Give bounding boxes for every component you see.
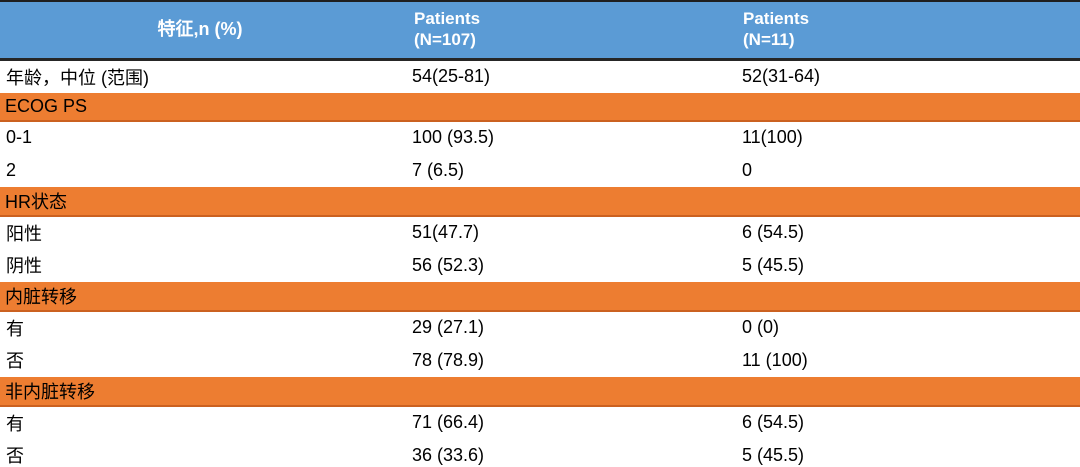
feature-cell: 2 <box>6 159 17 180</box>
feature-cell: 阴性 <box>6 256 42 276</box>
table-row: 阳性 51(47.7) 6 (54.5) <box>0 215 1080 249</box>
value-cell-n107: 100 (93.5) <box>412 127 495 147</box>
column-header-patients-107-line1: Patients <box>414 8 481 28</box>
table-row: 有 29 (27.1) 0 (0) <box>0 310 1080 344</box>
value-cell-n11: 5 (45.5) <box>742 444 805 465</box>
table-row: 年龄，中位 (范围) 54(25-81) 52(31-64) <box>0 59 1080 93</box>
section-row: HR状态 <box>0 186 1080 217</box>
column-header-feature: 特征,n (%) <box>0 1 400 61</box>
value-cell-n107: 56 (52.3) <box>412 254 485 275</box>
value-cell-n11: 52(31-64) <box>742 66 821 87</box>
section-row: 非内脏转移 <box>0 376 1080 407</box>
feature-cell: 有 <box>6 413 24 434</box>
value-cell-n107: 7 (6.5) <box>412 159 465 180</box>
feature-cell: 有 <box>6 318 24 339</box>
table-row: 否 36 (33.6) 5 (45.5) <box>0 438 1080 467</box>
table-row: 有 71 (66.4) 6 (54.5) <box>0 405 1080 439</box>
value-cell-n11: 6 (54.5) <box>742 412 805 432</box>
value-cell-n107: 29 (27.1) <box>412 317 485 337</box>
table-body: 年龄，中位 (范围) 54(25-81) 52(31-64) ECOG PS 0-1 10… <box>0 59 1080 467</box>
feature-cell: 否 <box>6 446 24 466</box>
feature-cell: 阳性 <box>6 223 42 244</box>
column-header-patients-107-line2: (N=107) <box>414 30 476 49</box>
section-row: 内脏转移 <box>0 281 1080 312</box>
section-row-label: 非内脏转移 <box>0 376 1080 407</box>
feature-cell: 否 <box>6 351 24 371</box>
column-header-patients-11-line2: (N=11) <box>743 30 795 49</box>
table-row: 否 78 (78.9) 11 (100) <box>0 343 1080 377</box>
section-row: ECOG PS <box>0 92 1080 122</box>
value-cell-n11: 11 (100) <box>742 349 808 370</box>
value-cell-n11: 11(100) <box>742 127 803 147</box>
value-cell-n11: 0 <box>742 159 753 180</box>
table-header: 特征,n (%) Patients (N=107) Patients (N=11… <box>0 1 1080 61</box>
value-cell-n107: 71 (66.4) <box>412 412 485 432</box>
table-row: 2 7 (6.5) 0 <box>0 153 1080 187</box>
value-cell-n107: 51(47.7) <box>412 222 480 242</box>
column-header-patients-107: Patients (N=107) <box>400 1 732 61</box>
value-cell-n107: 36 (33.6) <box>412 444 485 465</box>
feature-cell: 年龄，中位 (范围) <box>6 67 149 88</box>
value-cell-n107: 78 (78.9) <box>412 349 485 370</box>
value-cell-n107: 54(25-81) <box>412 66 491 87</box>
value-cell-n11: 5 (45.5) <box>742 254 805 275</box>
value-cell-n11: 6 (54.5) <box>742 222 805 242</box>
header-row: 特征,n (%) Patients (N=107) Patients (N=11… <box>0 1 1080 61</box>
section-row-label: HR状态 <box>0 186 1080 217</box>
table-row: 阴性 56 (52.3) 5 (45.5) <box>0 248 1080 282</box>
table-row: 0-1 100 (93.5) 11(100) <box>0 120 1080 154</box>
feature-cell: 0-1 <box>6 127 33 147</box>
section-row-label: 内脏转移 <box>0 281 1080 312</box>
value-cell-n11: 0 (0) <box>742 317 780 337</box>
column-header-patients-11-line1: Patients <box>743 8 810 28</box>
column-header-patients-11: Patients (N=11) <box>732 1 1080 61</box>
section-row-label: ECOG PS <box>0 92 1080 122</box>
